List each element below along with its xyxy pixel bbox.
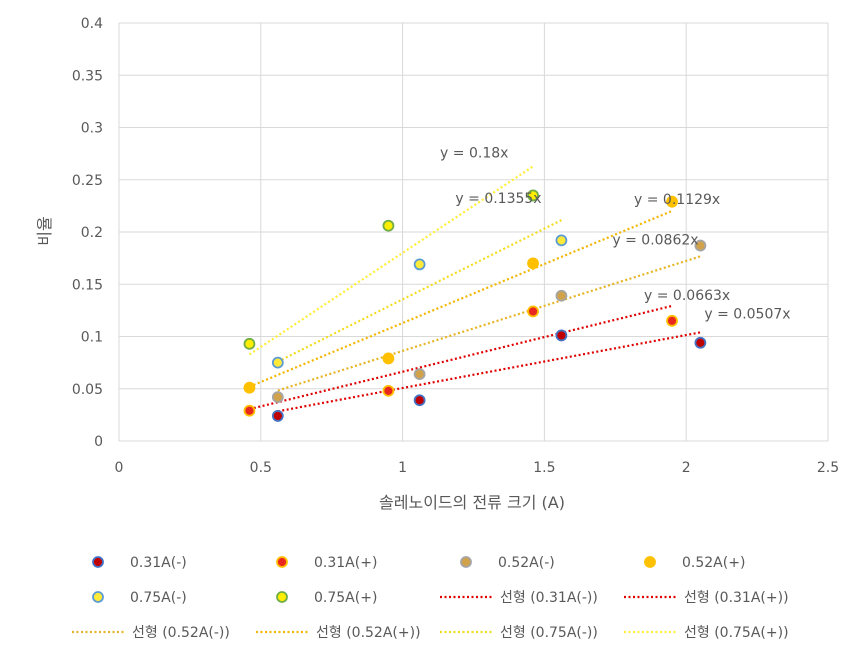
y-tick-label: 0.3 (81, 121, 103, 137)
x-tick-label: 2 (682, 460, 691, 476)
trendline (248, 165, 534, 356)
trendline-equation: y = 0.0507x (704, 306, 790, 322)
data-point (413, 258, 426, 271)
y-tick-label: 0 (94, 434, 103, 450)
legend-label: 선형 (0.52A(-)) (132, 625, 230, 641)
trendline (277, 331, 701, 413)
legend-marker (276, 556, 288, 568)
data-point (243, 337, 256, 350)
trendline (249, 209, 673, 388)
legend-label: 0.52A(-) (498, 555, 555, 571)
trendline-equation: y = 0.0862x (612, 232, 698, 248)
legend-marker (644, 556, 656, 568)
trendline (277, 219, 562, 363)
y-axis-title: 비율 (35, 216, 54, 245)
legend-label: 0.31A(-) (130, 555, 187, 571)
y-tick-label: 0.25 (72, 173, 103, 189)
trendline-equation: y = 0.18x (440, 145, 508, 161)
legend-label: 선형 (0.75A(+)) (684, 625, 789, 641)
gridlines (118, 22, 829, 442)
y-tick-label: 0.1 (81, 330, 103, 346)
legend-label: 선형 (0.52A(+)) (316, 625, 421, 641)
trendline-equation: y = 0.0663x (644, 288, 730, 304)
data-point (666, 314, 678, 327)
data-point (527, 257, 539, 270)
data-point (527, 305, 539, 318)
data-point (243, 404, 256, 417)
x-tick-label: 0 (115, 460, 124, 476)
trendline-equation: y = 0.1129x (634, 192, 720, 208)
y-tick-label: 0.35 (72, 68, 103, 84)
legend-label: 선형 (0.75A(-)) (500, 625, 598, 641)
legend-label: 선형 (0.31A(-)) (500, 590, 598, 606)
data-point (413, 394, 426, 407)
data-point (413, 368, 426, 381)
x-axis-title: 솔레노이드의 전류 크기 (A) (379, 493, 565, 512)
legend: 0.31A(-) 0.31A(+) 0.52A(-) 0.52A(+) 0.75A(-)… (72, 555, 789, 641)
data-point (271, 410, 284, 422)
x-tick-label: 1.5 (533, 460, 555, 476)
data-point (555, 329, 568, 342)
data-point (694, 336, 707, 349)
legend-label: 0.75A(-) (130, 590, 187, 606)
data-point (555, 289, 568, 302)
legend-label: 0.75A(+) (314, 590, 377, 606)
trendline (249, 304, 673, 411)
x-tick-label: 1 (398, 460, 407, 476)
x-tick-label: 2.5 (817, 460, 839, 476)
data-point (271, 356, 284, 369)
legend-label: 0.31A(+) (314, 555, 377, 571)
data-point (382, 352, 395, 365)
trendline (277, 255, 701, 392)
data-point (666, 195, 678, 208)
x-tick-labels: 0 0.5 1 1.5 2 2.5 (115, 460, 840, 476)
data-point (382, 219, 395, 232)
legend-marker (460, 556, 472, 568)
data-points (243, 189, 707, 422)
y-tick-label: 0.4 (81, 16, 103, 32)
trendline-equations: y = 0.0507x y = 0.0663x y = 0.0862x y = 0.1… (440, 145, 791, 322)
trendline-equation: y = 0.1355x (455, 191, 541, 207)
legend-label: 선형 (0.31A(+)) (684, 590, 789, 606)
data-point (527, 189, 539, 202)
x-tick-label: 0.5 (250, 460, 272, 476)
trendlines (248, 165, 701, 413)
data-point (271, 391, 284, 404)
y-tick-label: 0.15 (72, 277, 103, 293)
data-point (382, 384, 395, 397)
data-point (694, 239, 707, 252)
data-point (243, 381, 256, 394)
legend-label: 0.52A(+) (682, 555, 745, 571)
data-point (555, 234, 568, 247)
legend-marker (92, 556, 104, 568)
legend-marker (92, 591, 104, 603)
legend-marker (276, 591, 288, 603)
y-tick-label: 0.05 (72, 382, 103, 398)
y-tick-label: 0.2 (81, 225, 103, 241)
y-tick-labels: 0 0.05 0.1 0.15 0.2 0.25 0.3 0.35 0.4 (72, 16, 103, 450)
